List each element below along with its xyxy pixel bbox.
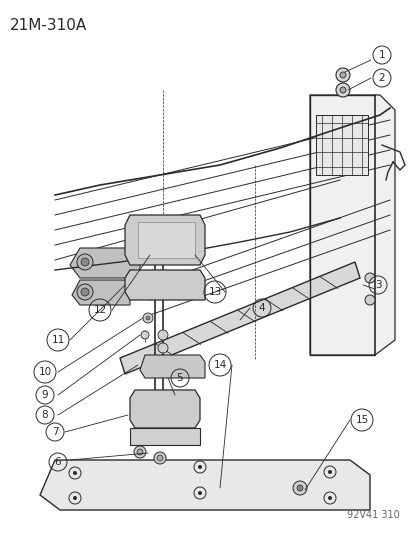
Text: 11: 11 — [51, 335, 64, 345]
Text: 6: 6 — [55, 457, 61, 467]
Circle shape — [81, 288, 89, 296]
Circle shape — [137, 449, 142, 455]
Text: 1: 1 — [378, 50, 385, 60]
Circle shape — [73, 471, 77, 475]
Text: 21M-310A: 21M-310A — [10, 18, 87, 33]
Circle shape — [197, 465, 202, 469]
Circle shape — [81, 258, 89, 266]
Bar — [315, 115, 367, 175]
Circle shape — [77, 284, 93, 300]
Polygon shape — [70, 248, 140, 278]
Text: 4: 4 — [258, 303, 265, 313]
Circle shape — [146, 316, 150, 320]
Text: 5: 5 — [176, 373, 183, 383]
Text: 9: 9 — [42, 390, 48, 400]
Text: 2: 2 — [378, 73, 385, 83]
Polygon shape — [138, 222, 195, 258]
Circle shape — [335, 68, 349, 82]
Circle shape — [335, 83, 349, 97]
Circle shape — [157, 455, 163, 461]
Circle shape — [134, 446, 146, 458]
Circle shape — [142, 313, 153, 323]
Text: 15: 15 — [354, 415, 368, 425]
Polygon shape — [309, 95, 394, 355]
Circle shape — [158, 343, 168, 353]
Text: 12: 12 — [93, 305, 107, 315]
Polygon shape — [72, 280, 130, 305]
Circle shape — [197, 491, 202, 495]
Circle shape — [339, 87, 345, 93]
Polygon shape — [125, 270, 204, 300]
Text: 10: 10 — [38, 367, 52, 377]
Polygon shape — [130, 428, 199, 445]
Circle shape — [327, 496, 331, 500]
Text: 13: 13 — [208, 287, 221, 297]
Text: 7: 7 — [52, 427, 58, 437]
Circle shape — [292, 481, 306, 495]
Circle shape — [158, 330, 168, 340]
Circle shape — [154, 452, 166, 464]
Text: 14: 14 — [213, 360, 226, 370]
Polygon shape — [125, 215, 204, 265]
Circle shape — [339, 72, 345, 78]
Circle shape — [73, 496, 77, 500]
Polygon shape — [120, 262, 359, 374]
Polygon shape — [40, 460, 369, 510]
Circle shape — [296, 485, 302, 491]
Text: 92V41 310: 92V41 310 — [347, 510, 399, 520]
Text: 3: 3 — [374, 280, 380, 290]
Circle shape — [327, 470, 331, 474]
Polygon shape — [130, 390, 199, 428]
Circle shape — [141, 331, 149, 339]
Circle shape — [364, 273, 374, 283]
Polygon shape — [140, 355, 204, 378]
Text: 8: 8 — [42, 410, 48, 420]
Circle shape — [364, 295, 374, 305]
Circle shape — [77, 254, 93, 270]
